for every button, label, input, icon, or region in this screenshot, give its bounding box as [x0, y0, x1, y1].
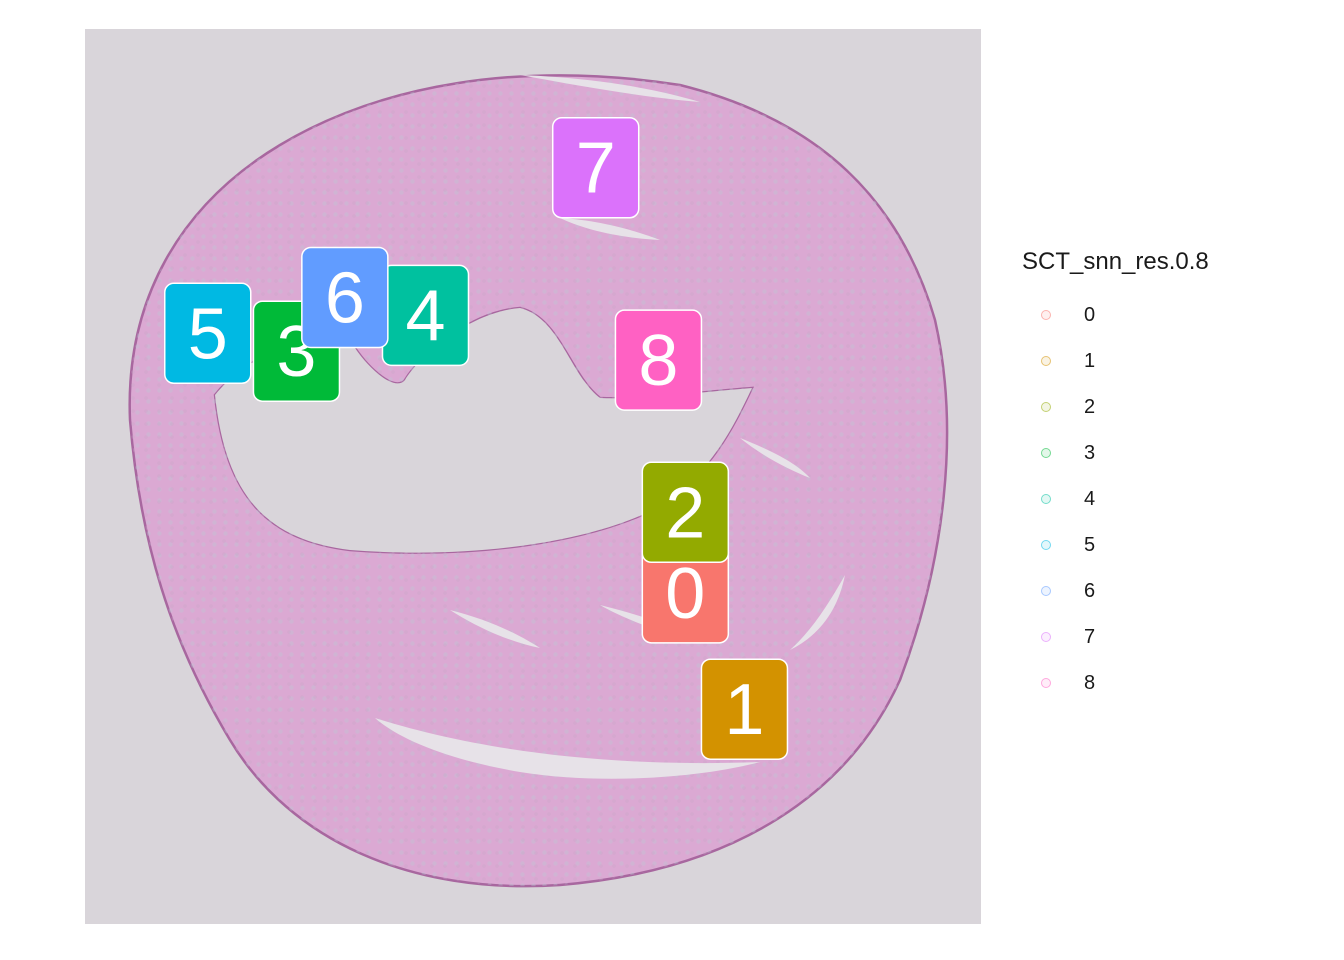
cluster-label-text: 6 [325, 259, 365, 339]
cluster-label-1: 1 [700, 658, 789, 760]
legend-item-5: 5 [1022, 522, 1322, 568]
cluster-label-box [164, 282, 252, 385]
legend-key-dot [1041, 586, 1051, 596]
cluster-label-text: 8 [638, 321, 678, 401]
legend-item-8: 8 [1022, 660, 1322, 706]
legend-label: 5 [1084, 533, 1096, 556]
cluster-label-text: 5 [188, 294, 228, 374]
legend-key-dot [1041, 310, 1051, 320]
cluster-label-box [700, 658, 789, 760]
cluster-label-text: 1 [724, 670, 764, 750]
cluster-label-box [551, 116, 640, 219]
cluster-label-box [641, 461, 730, 564]
legend-label: 6 [1084, 579, 1096, 602]
cluster-label-text: 0 [665, 554, 705, 634]
tissue-section [128, 74, 949, 888]
legend-label: 3 [1084, 441, 1096, 464]
legend-item-6: 6 [1022, 568, 1322, 614]
legend-label: 2 [1084, 395, 1096, 418]
cluster-label-box [301, 246, 389, 349]
cluster-label-text: 7 [576, 129, 616, 209]
legend-key-dot [1041, 356, 1051, 366]
legend-key-dot [1041, 678, 1051, 688]
legend-label: 0 [1084, 303, 1096, 326]
legend-label: 1 [1084, 349, 1096, 372]
cluster-label-text: 2 [665, 473, 705, 553]
cluster-label-6: 6 [301, 246, 389, 349]
legend-title: SCT_snn_res.0.8 [1022, 248, 1209, 275]
cluster-label-5: 5 [164, 282, 252, 385]
legend-key-dot [1041, 402, 1051, 412]
cluster-label-2: 2 [641, 461, 730, 564]
cluster-label-0: 0 [641, 542, 730, 644]
legend-key-dot [1041, 448, 1051, 458]
cluster-label-box [614, 309, 703, 411]
legend-key-dot [1041, 540, 1051, 550]
legend-key-dot [1041, 632, 1051, 642]
legend-item-3: 3 [1022, 430, 1322, 476]
legend-item-0: 0 [1022, 292, 1322, 338]
legend-item-7: 7 [1022, 614, 1322, 660]
legend-label: 7 [1084, 625, 1096, 648]
legend-key-dot [1041, 494, 1051, 504]
legend-label: 4 [1084, 487, 1096, 510]
legend-item-1: 1 [1022, 338, 1322, 384]
cluster-label-text: 4 [405, 276, 445, 356]
cluster-label-8: 8 [614, 309, 703, 411]
legend-item-2: 2 [1022, 384, 1322, 430]
cluster-label-4: 4 [381, 264, 470, 367]
legend: SCT_snn_res.0.8 0 1 2 3 4 5 6 7 8 [1022, 248, 1322, 706]
cluster-label-7: 7 [551, 116, 640, 219]
legend-item-4: 4 [1022, 476, 1322, 522]
legend-label: 8 [1084, 671, 1096, 694]
